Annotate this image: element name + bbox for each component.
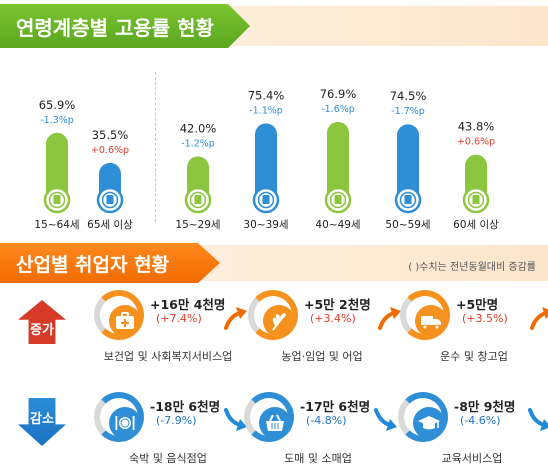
- trend-up-icon: [224, 307, 247, 330]
- industry-section-title: 산업별 취업자 현황: [0, 243, 220, 283]
- graduation-cap-icon: [418, 416, 440, 430]
- bar-document-icon: [53, 195, 61, 204]
- industry-note: ( )수치는 전년동월대비 증감률: [408, 262, 536, 273]
- bar-person-icon-ring: [399, 191, 417, 209]
- category-label: 65세 이상: [87, 219, 133, 231]
- industry-card-decrease-1: -18만 6천명 (-7.9%) 숙박 및 음식점업: [94, 392, 254, 472]
- industry-label: 교육서비스업: [441, 452, 503, 465]
- change-label: -1.7%p: [391, 106, 425, 117]
- industry-card-increase-1: +16만 4천명 (+7.4%) 보건업 및 사회복지서비스업: [94, 290, 254, 370]
- dining-icon: [115, 416, 135, 430]
- category-label: 30~39세: [243, 219, 288, 231]
- category-label: 15~64세: [34, 219, 79, 231]
- industry-rate: (+3.5%): [462, 312, 508, 325]
- bar-document-icon: [404, 195, 412, 204]
- ring-gauge: [94, 290, 144, 340]
- industry-label: 도매 및 소매업: [284, 452, 352, 465]
- bar: [397, 124, 419, 206]
- change-label: +0.6%p: [91, 145, 129, 156]
- truck-icon: [421, 316, 441, 330]
- value-label: 76.9%: [320, 87, 357, 101]
- bar-document-icon: [334, 195, 342, 204]
- change-label: -1.6%p: [321, 104, 355, 115]
- category-label: 50~59세: [385, 219, 430, 231]
- category-label: 60세 이상: [453, 219, 499, 231]
- industry-rate: (-4.6%): [460, 414, 501, 427]
- ring-gauge: [398, 392, 448, 442]
- bar-person-icon-ring: [329, 191, 347, 209]
- ring-gauge: [248, 290, 298, 340]
- industry-label: 보건업 및 사회복지서비스업: [103, 350, 233, 363]
- industry-amount: +16만 4천명: [150, 297, 226, 312]
- medical-kit-icon: [116, 312, 134, 329]
- ring-gauge: [244, 392, 294, 442]
- industry-rate: (+7.4%): [156, 312, 202, 325]
- change-label: +0.6%p: [457, 137, 495, 148]
- bar-document-icon: [194, 195, 202, 204]
- industry-rate: (-7.9%): [156, 414, 197, 427]
- value-label: 42.0%: [180, 121, 217, 135]
- bar-person-icon-ring: [189, 191, 207, 209]
- bar-document-icon: [472, 195, 480, 204]
- industry-label: 농업·임업 및 어업: [281, 350, 363, 363]
- industry-label: 숙박 및 음식점업: [129, 452, 207, 465]
- wheat-icon: [272, 313, 286, 331]
- bar-person-icon-ring: [48, 191, 66, 209]
- industry-amount: -8만 9천명: [454, 399, 516, 414]
- value-label: 35.5%: [92, 128, 129, 142]
- industry-amount: +5만 2천명: [304, 297, 371, 312]
- age-employment-chart: 65.9% -1.3%p 15~64세 35.5% +0.6%p 65세 이상 42.0% -…: [34, 87, 499, 231]
- shopping-basket-icon: [266, 414, 284, 431]
- bar: [46, 132, 68, 206]
- ring-gauge: [94, 392, 144, 442]
- trend-down-icon: [224, 408, 247, 431]
- age-section-title: 연령계층별 고용률 현황: [0, 4, 250, 48]
- category-label: 15~29세: [175, 219, 220, 231]
- bar-document-icon: [262, 195, 270, 204]
- trend-down-icon: [374, 408, 397, 431]
- trend-up-icon: [378, 307, 401, 330]
- industry-card-increase-2: +5만 2천명 (+3.4%) 농업·임업 및 어업: [248, 290, 408, 370]
- change-label: -1.1%p: [249, 105, 283, 116]
- industry-card-increase-3: +5만명 (+3.5%) 운수 및 창고업: [400, 290, 548, 370]
- change-label: -1.3%p: [40, 115, 74, 126]
- value-label: 74.5%: [390, 89, 427, 103]
- increase-badge: 증가: [18, 300, 66, 344]
- industry-amount: +5만명: [456, 297, 499, 312]
- industry-rate: (-4.8%): [306, 414, 347, 427]
- bar-document-icon: [106, 195, 114, 204]
- ring-gauge: [400, 290, 450, 340]
- trend-up-icon: [530, 307, 548, 330]
- industry-card-decrease-3: -8만 9천명 (-4.6%) 교육서비스업: [398, 392, 548, 472]
- industry-label: 운수 및 창고업: [440, 350, 508, 363]
- bar-person-icon-ring: [101, 191, 119, 209]
- bar: [255, 123, 277, 206]
- trend-down-icon: [528, 408, 548, 431]
- chart-divider: [155, 72, 156, 222]
- bar: [327, 121, 349, 206]
- industry-amount: -18만 6천명: [150, 399, 221, 414]
- decrease-badge: 감소: [18, 398, 66, 446]
- bar-person-icon-ring: [257, 191, 275, 209]
- industry-card-decrease-2: -17만 6천명 (-4.8%) 도매 및 소매업: [244, 392, 404, 472]
- value-label: 65.9%: [39, 98, 76, 112]
- bar-person-icon-ring: [467, 191, 485, 209]
- value-label: 43.8%: [458, 120, 495, 134]
- change-label: -1.2%p: [181, 138, 215, 149]
- industry-amount: -17만 6천명: [300, 399, 371, 414]
- category-label: 40~49세: [315, 219, 360, 231]
- value-label: 75.4%: [248, 88, 285, 102]
- industry-rate: (+3.4%): [310, 312, 356, 325]
